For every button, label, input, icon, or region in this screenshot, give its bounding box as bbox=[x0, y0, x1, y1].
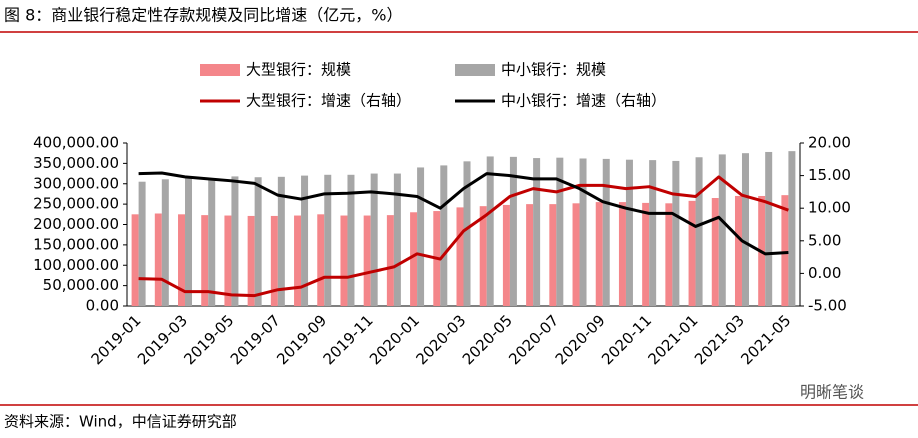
y2-tick-label: 0.00 bbox=[808, 264, 841, 282]
line bbox=[138, 171, 789, 256]
bar bbox=[340, 215, 348, 306]
bar bbox=[479, 206, 487, 306]
bar bbox=[440, 165, 448, 306]
x-tick-label: 2020-01 bbox=[366, 311, 423, 368]
bar bbox=[788, 151, 796, 306]
y-tick-label: 150,000.00 bbox=[33, 235, 119, 253]
bar bbox=[317, 214, 325, 306]
bar bbox=[201, 215, 209, 306]
x-tick-label: 2019-11 bbox=[320, 311, 377, 368]
bar bbox=[509, 156, 517, 306]
bar bbox=[456, 207, 464, 306]
bar bbox=[718, 154, 726, 306]
bar bbox=[579, 158, 587, 306]
x-tick-label: 2021-05 bbox=[737, 311, 794, 368]
legend-swatch bbox=[200, 64, 240, 76]
bar bbox=[386, 215, 394, 306]
bar bbox=[602, 158, 610, 306]
bar bbox=[277, 176, 285, 306]
x-tick-label: 2021-03 bbox=[691, 311, 748, 368]
bar bbox=[618, 202, 626, 306]
x-tick-label: 2020-09 bbox=[552, 311, 609, 368]
legend-swatch bbox=[455, 64, 495, 76]
bar bbox=[672, 160, 680, 306]
bar bbox=[224, 215, 232, 306]
y-tick-label: 50,000.00 bbox=[43, 276, 119, 294]
bar bbox=[695, 157, 703, 306]
y-tick-label: 300,000.00 bbox=[33, 174, 119, 192]
bar bbox=[363, 215, 371, 306]
x-tick-label: 2019-07 bbox=[227, 311, 284, 368]
legend-label: 中小银行：增速（右轴） bbox=[501, 92, 666, 110]
watermark: 明晰笔谈 bbox=[800, 383, 864, 402]
bar bbox=[463, 161, 471, 306]
x-tick-label: 2019-01 bbox=[88, 311, 145, 368]
y2-tick-label: 5.00 bbox=[808, 231, 841, 249]
x-tick-label: 2019-03 bbox=[134, 311, 191, 368]
bar bbox=[649, 160, 657, 306]
bar bbox=[231, 176, 239, 306]
x-tick-label: 2019-05 bbox=[180, 311, 237, 368]
y-tick-label: 400,000.00 bbox=[33, 134, 119, 152]
bar bbox=[138, 181, 146, 306]
bar bbox=[161, 179, 169, 306]
bar bbox=[533, 158, 541, 306]
bar bbox=[324, 174, 332, 306]
bar bbox=[294, 215, 302, 306]
bar bbox=[595, 202, 603, 306]
legend-label: 大型银行：规模 bbox=[246, 61, 351, 79]
bar bbox=[665, 203, 673, 306]
bar bbox=[711, 198, 719, 306]
bar bbox=[765, 151, 773, 306]
bar bbox=[393, 173, 401, 306]
x-tick-label: 2020-11 bbox=[598, 311, 655, 368]
bar bbox=[486, 156, 494, 306]
bar bbox=[556, 157, 564, 306]
bar bbox=[185, 177, 193, 306]
x-tick-label: 2020-07 bbox=[505, 311, 562, 368]
bar bbox=[417, 167, 425, 306]
y2-tick-label: 15.00 bbox=[808, 166, 851, 184]
y2-tick-label: 20.00 bbox=[808, 134, 851, 152]
bar bbox=[688, 200, 696, 306]
y2-tick-label: 10.00 bbox=[808, 199, 851, 217]
bar bbox=[734, 195, 742, 306]
y-tick-label: 0.00 bbox=[86, 297, 119, 315]
bar bbox=[781, 195, 789, 306]
line bbox=[138, 175, 789, 298]
bar bbox=[549, 204, 557, 306]
y-tick-label: 200,000.00 bbox=[33, 215, 119, 233]
bar bbox=[410, 212, 418, 306]
bar bbox=[131, 214, 139, 306]
bar bbox=[502, 204, 510, 306]
x-tick-label: 2020-05 bbox=[459, 311, 516, 368]
bar bbox=[301, 175, 309, 306]
legend-label: 大型银行：增速（右轴） bbox=[246, 92, 411, 110]
bar bbox=[572, 203, 580, 306]
bar bbox=[526, 204, 534, 306]
chart-title: 图 8：商业银行稳定性存款规模及同比增速（亿元，%） bbox=[4, 6, 402, 25]
bar bbox=[625, 159, 633, 306]
source: 资料来源：Wind，中信证券研究部 bbox=[4, 413, 237, 431]
x-tick-label: 2021-01 bbox=[645, 311, 702, 368]
bar bbox=[370, 173, 378, 306]
legend-label: 中小银行：规模 bbox=[501, 61, 606, 79]
bar bbox=[208, 178, 216, 306]
x-tick-label: 2020-03 bbox=[412, 311, 469, 368]
y-tick-label: 350,000.00 bbox=[33, 154, 119, 172]
bar bbox=[741, 153, 749, 306]
bar bbox=[178, 214, 186, 306]
y-tick-label: 100,000.00 bbox=[33, 256, 119, 274]
bar bbox=[347, 174, 355, 306]
bar bbox=[254, 177, 262, 306]
bar bbox=[247, 215, 255, 306]
y2-tick-label: -5.00 bbox=[808, 297, 847, 315]
bar bbox=[270, 215, 278, 306]
y-tick-label: 250,000.00 bbox=[33, 195, 119, 213]
x-tick-label: 2019-09 bbox=[273, 311, 330, 368]
bar bbox=[154, 213, 162, 306]
bar bbox=[642, 202, 650, 306]
